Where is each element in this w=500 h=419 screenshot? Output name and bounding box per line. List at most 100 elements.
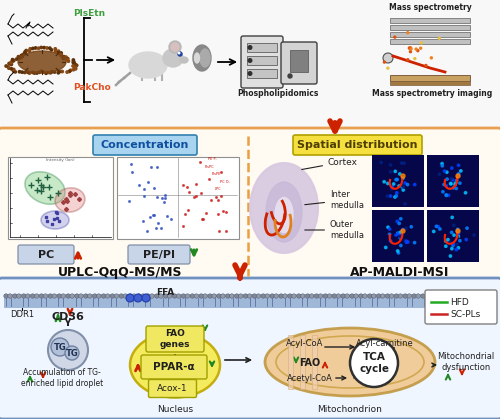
Circle shape xyxy=(72,61,74,63)
Circle shape xyxy=(401,234,404,236)
FancyBboxPatch shape xyxy=(146,326,204,352)
Circle shape xyxy=(410,51,412,53)
Circle shape xyxy=(430,57,432,59)
Circle shape xyxy=(391,186,394,189)
Circle shape xyxy=(62,55,65,58)
Circle shape xyxy=(8,62,10,65)
Circle shape xyxy=(394,294,398,298)
Circle shape xyxy=(456,179,458,181)
Text: PlsPE: PlsPE xyxy=(212,172,222,176)
Circle shape xyxy=(5,65,8,67)
Circle shape xyxy=(414,241,416,244)
Circle shape xyxy=(387,226,389,228)
Circle shape xyxy=(406,32,408,34)
Circle shape xyxy=(60,54,62,57)
Text: Phospholipidomics: Phospholipidomics xyxy=(238,89,318,98)
Circle shape xyxy=(8,67,10,69)
Ellipse shape xyxy=(163,49,183,67)
Circle shape xyxy=(409,47,411,49)
Ellipse shape xyxy=(275,197,293,233)
Circle shape xyxy=(458,182,461,184)
Circle shape xyxy=(48,294,52,298)
Circle shape xyxy=(61,294,66,298)
Circle shape xyxy=(400,244,402,247)
Circle shape xyxy=(425,294,429,298)
Bar xyxy=(427,210,479,262)
Circle shape xyxy=(310,294,314,298)
Circle shape xyxy=(248,294,252,298)
Circle shape xyxy=(395,195,398,197)
Circle shape xyxy=(386,294,390,298)
Circle shape xyxy=(457,247,460,249)
Circle shape xyxy=(72,61,75,63)
Circle shape xyxy=(22,294,26,298)
Circle shape xyxy=(421,294,425,298)
Circle shape xyxy=(288,74,292,78)
Circle shape xyxy=(29,48,32,50)
Circle shape xyxy=(40,46,42,49)
Circle shape xyxy=(323,294,328,298)
Circle shape xyxy=(457,174,460,176)
Circle shape xyxy=(40,294,44,298)
Bar xyxy=(390,75,470,81)
Circle shape xyxy=(350,294,354,298)
Bar xyxy=(372,155,424,207)
Circle shape xyxy=(458,174,460,176)
Bar xyxy=(300,335,305,389)
Ellipse shape xyxy=(265,328,435,396)
FancyBboxPatch shape xyxy=(8,157,113,239)
Text: Acetyl-CoA: Acetyl-CoA xyxy=(287,373,333,383)
Text: PE P-: PE P- xyxy=(208,157,217,161)
Text: Acyl-CoA: Acyl-CoA xyxy=(286,339,324,347)
Circle shape xyxy=(203,294,207,298)
Circle shape xyxy=(16,294,21,298)
Circle shape xyxy=(465,238,468,241)
Ellipse shape xyxy=(25,172,65,204)
FancyBboxPatch shape xyxy=(425,290,497,324)
Circle shape xyxy=(399,237,402,239)
Circle shape xyxy=(458,164,460,166)
Circle shape xyxy=(74,63,76,65)
Circle shape xyxy=(406,241,409,243)
Circle shape xyxy=(456,174,460,178)
Circle shape xyxy=(234,294,239,298)
Circle shape xyxy=(358,294,363,298)
Circle shape xyxy=(72,62,75,64)
Circle shape xyxy=(171,43,179,51)
Text: TG: TG xyxy=(54,342,66,352)
Circle shape xyxy=(88,294,92,298)
Circle shape xyxy=(66,58,68,61)
Text: HFD: HFD xyxy=(450,297,469,307)
Text: Mitochondrion: Mitochondrion xyxy=(318,404,382,414)
Text: Concentration: Concentration xyxy=(101,140,189,150)
Circle shape xyxy=(403,294,407,298)
Circle shape xyxy=(36,72,38,74)
Ellipse shape xyxy=(41,211,69,229)
Circle shape xyxy=(401,174,405,178)
Circle shape xyxy=(274,294,278,298)
Circle shape xyxy=(410,225,412,228)
Circle shape xyxy=(40,70,42,72)
Circle shape xyxy=(441,165,444,167)
FancyBboxPatch shape xyxy=(18,245,74,264)
Circle shape xyxy=(478,294,482,298)
Circle shape xyxy=(474,294,478,298)
Circle shape xyxy=(248,46,252,49)
Circle shape xyxy=(208,294,212,298)
Circle shape xyxy=(7,66,10,68)
Circle shape xyxy=(132,294,136,298)
Circle shape xyxy=(438,294,443,298)
Circle shape xyxy=(12,70,14,72)
Circle shape xyxy=(142,294,150,302)
Circle shape xyxy=(402,189,404,191)
Circle shape xyxy=(451,216,454,219)
Circle shape xyxy=(432,230,435,233)
Circle shape xyxy=(74,66,76,69)
Text: FFA: FFA xyxy=(156,287,174,297)
Circle shape xyxy=(449,255,452,257)
Circle shape xyxy=(19,57,22,59)
Text: Acox-1: Acox-1 xyxy=(156,384,188,393)
Circle shape xyxy=(410,47,412,49)
Circle shape xyxy=(332,294,336,298)
Circle shape xyxy=(34,47,36,49)
